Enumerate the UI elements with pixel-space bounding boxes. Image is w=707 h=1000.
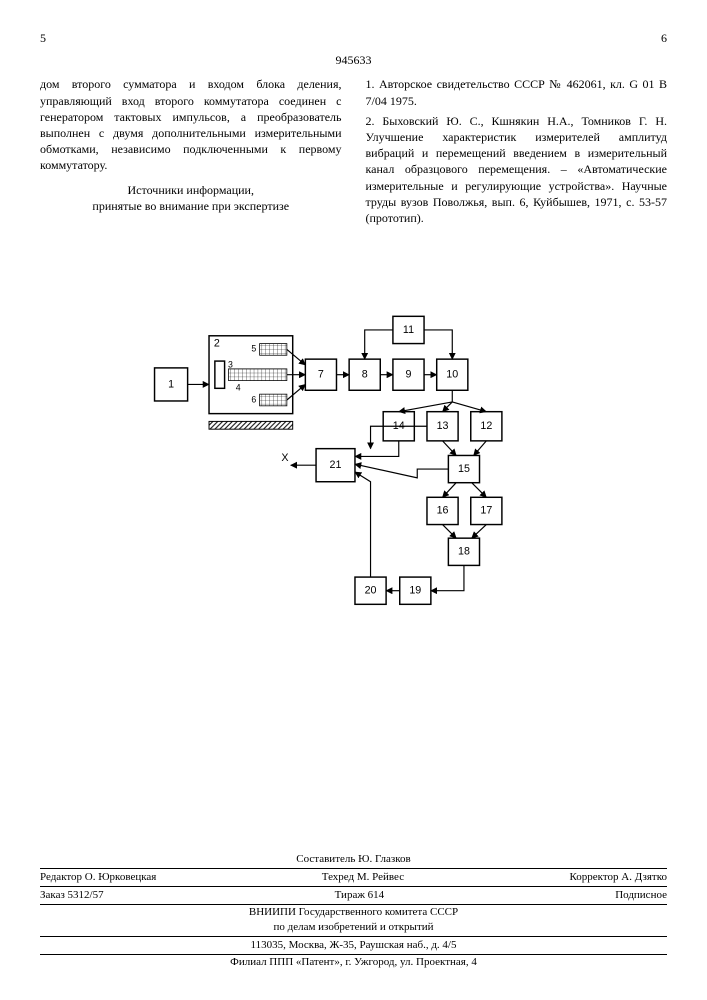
- footer-org2: по делам изобретений и открытий: [40, 919, 667, 937]
- block-diagram: 1 2 3 4 5 6 7 8 9 10 11 12 13 14 15 16 1…: [139, 256, 569, 616]
- text-columns: дом второго сумматора и входом блока дел…: [40, 76, 667, 226]
- svg-text:6: 6: [251, 394, 256, 404]
- svg-text:19: 19: [409, 585, 421, 597]
- svg-text:21: 21: [329, 459, 341, 471]
- page-header: 5 6: [40, 30, 667, 46]
- svg-text:11: 11: [402, 324, 413, 336]
- sources-title: Источники информации,: [40, 182, 342, 198]
- footer-row-credits: Редактор О. Юрковецкая Техред М. Рейвес …: [40, 869, 667, 887]
- svg-text:10: 10: [446, 369, 458, 381]
- document-number: 945633: [40, 52, 667, 68]
- left-column: дом второго сумматора и входом блока дел…: [40, 76, 342, 226]
- svg-text:15: 15: [458, 463, 470, 475]
- footer-row-order: Заказ 5312/57 Тираж 614 Подписное: [40, 887, 667, 905]
- svg-text:9: 9: [405, 369, 411, 381]
- svg-text:16: 16: [436, 505, 448, 517]
- left-paragraph: дом второго сумматора и входом блока дел…: [40, 76, 342, 173]
- svg-text:7: 7: [317, 369, 323, 381]
- svg-text:20: 20: [364, 585, 376, 597]
- footer-tirazh: Тираж 614: [335, 888, 385, 903]
- page-num-right: 6: [661, 30, 667, 46]
- svg-text:8: 8: [361, 369, 367, 381]
- svg-text:3: 3: [227, 359, 232, 369]
- footer-corrector: Корректор А. Дзятко: [569, 870, 667, 885]
- sources-subtitle: принятые во внимание при экспертизе: [40, 198, 342, 214]
- ref-2: 2. Быховский Ю. С., Кшнякин Н.А., Томник…: [366, 113, 668, 226]
- svg-text:2: 2: [213, 337, 219, 349]
- footer-org: ВНИИПИ Государственного комитета СССР: [40, 905, 667, 920]
- page-num-left: 5: [40, 30, 46, 46]
- svg-text:5: 5: [251, 344, 256, 354]
- svg-text:18: 18: [458, 546, 470, 558]
- right-column: 1. Авторское свидетельство СССР № 462061…: [366, 76, 668, 226]
- ref-1: 1. Авторское свидетельство СССР № 462061…: [366, 76, 668, 108]
- svg-text:13: 13: [436, 420, 448, 432]
- footer-addr: 113035, Москва, Ж-35, Раушская наб., д. …: [40, 937, 667, 955]
- footer-block: Составитель Ю. Глазков Редактор О. Юрков…: [40, 851, 667, 970]
- svg-text:4: 4: [235, 383, 240, 393]
- svg-text:12: 12: [480, 420, 492, 432]
- output-x-label: X: [281, 452, 288, 464]
- footer-podpis: Подписное: [615, 888, 667, 903]
- footer-editor: Редактор О. Юрковецкая: [40, 870, 156, 885]
- footer-order: Заказ 5312/57: [40, 888, 104, 903]
- footer-composer: Составитель Ю. Глазков: [40, 851, 667, 869]
- svg-text:1: 1: [168, 378, 174, 390]
- svg-text:17: 17: [480, 505, 492, 517]
- footer-techred: Техред М. Рейвес: [322, 870, 404, 885]
- footer-filial: Филиал ППП «Патент», г. Ужгород, ул. Про…: [40, 955, 667, 970]
